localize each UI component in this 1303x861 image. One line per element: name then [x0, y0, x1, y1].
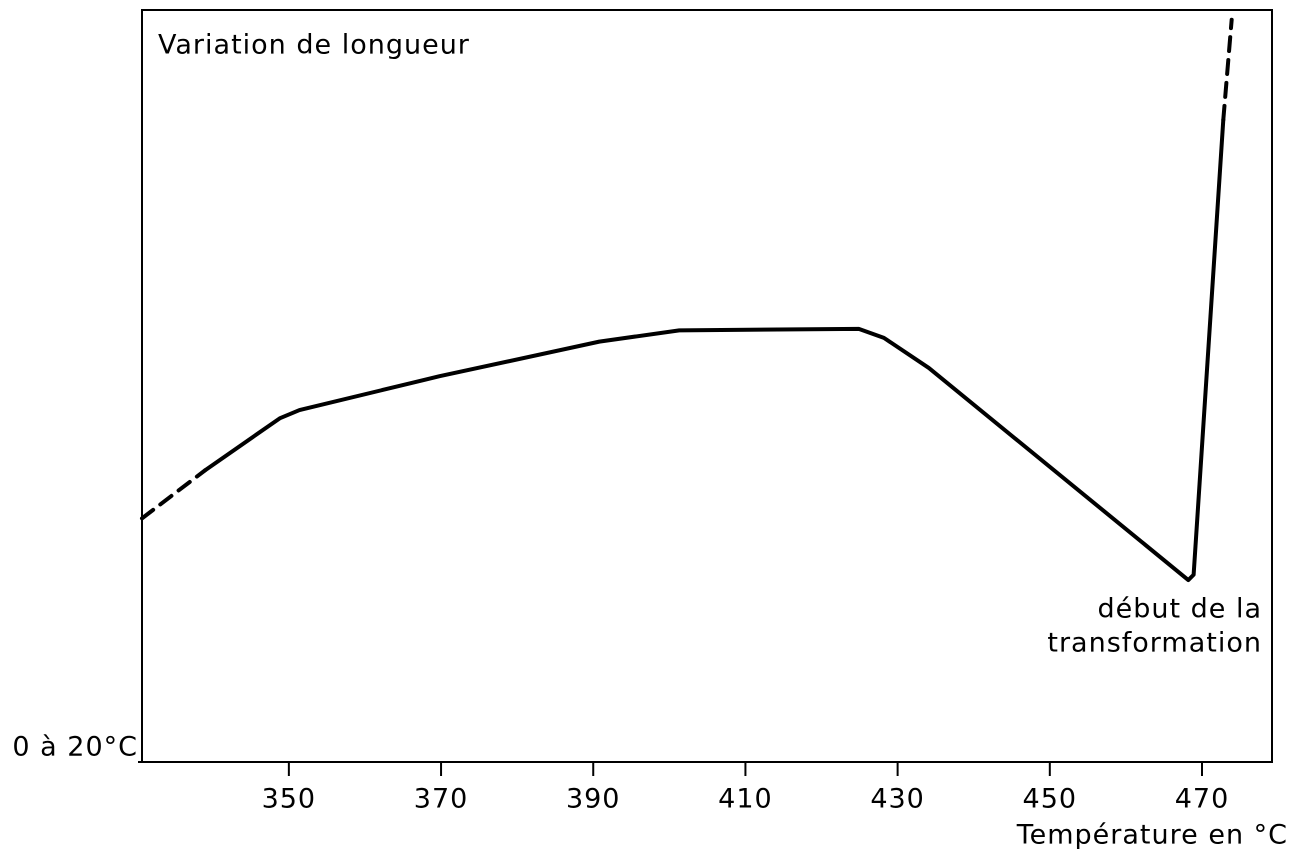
x-axis-label: Température en °C [1016, 820, 1288, 851]
chart-title: Variation de longueur [158, 30, 470, 61]
x-tick-label: 410 [718, 784, 773, 815]
x-tick-label: 390 [566, 784, 621, 815]
x-tick-label: 470 [1175, 784, 1230, 815]
annotation: transformation [1047, 628, 1262, 659]
plot-frame [141, 9, 1273, 763]
y-tick-label: 0 à 20°C [12, 732, 138, 763]
data-line [140, 468, 208, 521]
data-line [203, 117, 1226, 583]
x-tick-label: 350 [262, 784, 317, 815]
x-tick-label: 370 [414, 784, 469, 815]
x-tick-label: 430 [870, 784, 925, 815]
annotation: début de la [1097, 594, 1262, 625]
data-line [1221, 17, 1234, 122]
x-tick-label: 450 [1023, 784, 1078, 815]
